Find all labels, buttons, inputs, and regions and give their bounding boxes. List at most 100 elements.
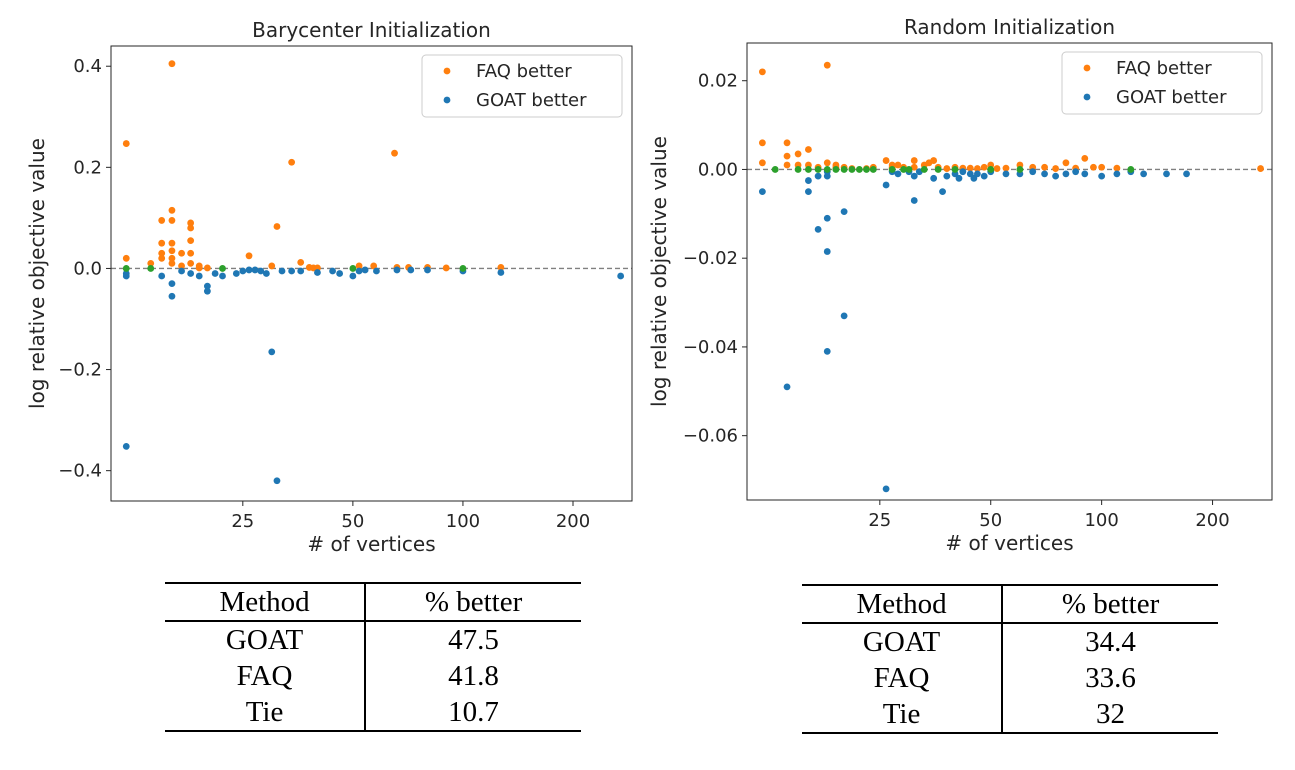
value-cell: 41.8 — [448, 660, 499, 692]
data-point — [1016, 166, 1024, 173]
data-point — [1041, 163, 1048, 171]
chart-title: Random Initialization — [904, 15, 1115, 39]
legend-label: FAQ better — [476, 61, 572, 82]
data-point — [122, 443, 130, 450]
data-point — [1113, 164, 1121, 172]
table-row: Tie 10.7 — [165, 694, 581, 731]
data-point — [840, 166, 848, 173]
data-point — [951, 166, 959, 173]
y-tick-label: 0.00 — [698, 159, 738, 180]
x-axis-label: # of vertices — [945, 531, 1073, 555]
data-point — [966, 164, 974, 172]
data-point — [882, 485, 890, 493]
data-point — [168, 292, 176, 300]
data-point — [1029, 168, 1037, 176]
data-point — [1002, 164, 1010, 172]
data-point — [288, 158, 296, 166]
data-point — [1081, 154, 1089, 162]
data-point — [245, 266, 253, 274]
data-point — [122, 254, 130, 262]
data-point — [959, 168, 967, 176]
data-point — [943, 172, 951, 180]
data-point — [823, 159, 831, 167]
data-point — [424, 266, 431, 274]
data-point — [910, 197, 918, 204]
data-point — [1072, 168, 1080, 176]
data-point — [869, 166, 877, 173]
data-point — [980, 163, 988, 171]
data-point — [178, 262, 185, 270]
data-point — [1140, 170, 1148, 178]
data-point — [943, 165, 951, 172]
data-point — [442, 264, 450, 272]
legend-box — [421, 54, 623, 118]
data-point — [814, 172, 822, 180]
data-point — [783, 161, 791, 169]
data-point — [805, 177, 812, 184]
series-tie — [771, 166, 1135, 173]
data-point — [187, 219, 195, 227]
y-tick-label: 0.02 — [698, 71, 738, 92]
data-point — [814, 225, 822, 233]
data-point — [288, 267, 296, 275]
data-point — [973, 170, 981, 178]
data-point — [168, 280, 176, 288]
data-point — [168, 254, 176, 262]
data-point — [863, 166, 870, 173]
data-point — [882, 157, 890, 164]
value-cell: 47.5 — [448, 624, 499, 656]
data-point — [147, 259, 155, 267]
data-point — [268, 262, 276, 270]
right-results-table: Method % better GOAT 34.4 FAQ 33.6 Tie 3… — [802, 584, 1218, 734]
data-point — [1041, 170, 1048, 178]
legend: FAQ better GOAT better — [1061, 51, 1263, 115]
data-point — [1090, 163, 1097, 171]
data-point — [1127, 166, 1135, 173]
data-point — [900, 166, 907, 173]
data-point — [158, 239, 166, 247]
data-point — [888, 166, 896, 173]
data-point — [955, 174, 963, 182]
data-point — [168, 239, 176, 247]
data-point — [251, 266, 259, 274]
table-row: FAQ 41.8 — [165, 658, 581, 694]
legend: FAQ better GOAT better — [421, 54, 623, 118]
method-cell: GOAT — [165, 621, 367, 658]
data-point — [158, 249, 166, 257]
data-point — [187, 249, 195, 257]
data-point — [219, 272, 226, 280]
data-point — [758, 159, 766, 167]
data-point — [297, 258, 305, 266]
data-point — [349, 265, 357, 272]
legend-marker — [443, 96, 451, 104]
data-point — [178, 249, 185, 257]
data-point — [1052, 165, 1060, 172]
data-point — [393, 266, 401, 274]
data-point — [158, 254, 166, 262]
data-point — [794, 166, 802, 173]
data-point — [939, 188, 946, 196]
data-point — [355, 262, 363, 270]
data-point — [158, 272, 166, 280]
data-point — [355, 267, 363, 275]
y-tick-label: −0.04 — [683, 337, 738, 358]
plot-frame — [746, 42, 1273, 501]
data-point — [910, 157, 918, 164]
data-point — [1052, 172, 1060, 180]
data-point — [758, 139, 766, 147]
table-row: GOAT 47.5 — [165, 621, 581, 658]
data-point — [1098, 163, 1106, 171]
data-point — [373, 267, 380, 275]
data-point — [122, 140, 130, 147]
y-tick-label: −0.02 — [683, 248, 738, 269]
data-point — [329, 267, 336, 275]
data-point — [407, 266, 415, 274]
x-tick-label: 25 — [868, 510, 891, 531]
method-cell: Tie — [802, 696, 1004, 733]
data-point — [1002, 170, 1010, 178]
chart-panel-0: Barycenter Initialization 25 50 100 200 −0.4 −… — [25, 18, 633, 556]
x-tick-label: 100 — [1084, 510, 1118, 531]
x-tick-label: 100 — [446, 511, 480, 532]
data-point — [168, 206, 176, 214]
data-point — [894, 161, 902, 169]
